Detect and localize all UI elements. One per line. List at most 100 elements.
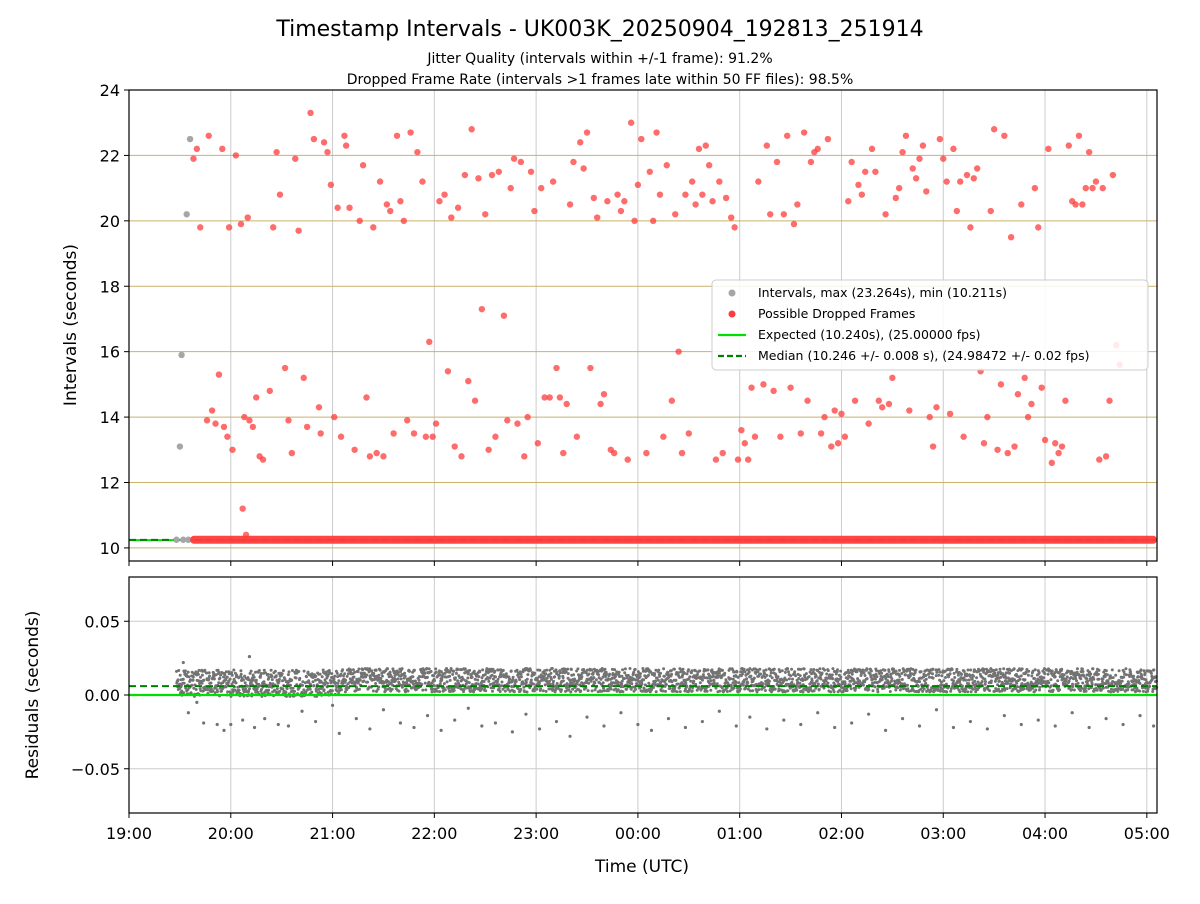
residual-point [1007, 667, 1011, 671]
dropped-frame-point [800, 129, 808, 136]
residual-point [944, 676, 947, 679]
residual-point [669, 669, 673, 673]
residual-point [1072, 688, 1076, 692]
dropped-frame-point [987, 207, 994, 215]
residual-point [553, 675, 557, 679]
residual-point [1095, 688, 1099, 692]
dropped-frame-point [688, 178, 696, 185]
residual-point [744, 686, 748, 690]
residual-point [997, 687, 1000, 691]
dropped-frame-point [970, 175, 977, 182]
residual-point [656, 678, 660, 682]
residual-point [349, 668, 353, 672]
residual-point [182, 681, 186, 685]
residual-point [1046, 672, 1050, 676]
dropped-frame-point [232, 152, 240, 159]
residual-point [468, 668, 472, 672]
dropped-frame-point [794, 201, 801, 208]
residual-point [369, 674, 373, 678]
dropped-frame-point [390, 430, 397, 437]
intervals-plot-frame [128, 89, 1158, 562]
residual-point [677, 686, 681, 690]
dropped-frame-point [841, 433, 849, 440]
residual-point [230, 673, 234, 677]
dropped-frame-point [790, 220, 798, 228]
intervals-y-tick-label: 22 [100, 146, 120, 165]
residual-point [370, 669, 374, 673]
residual-point [1105, 673, 1109, 677]
dropped-frame-point [728, 214, 735, 221]
residual-point [1020, 667, 1024, 671]
dropped-frame-point [414, 148, 421, 156]
residual-point [424, 688, 428, 692]
residual-point [286, 682, 290, 685]
residual-point [510, 685, 514, 688]
residual-point [558, 671, 562, 675]
residual-point [1019, 674, 1023, 678]
residual-point [561, 676, 565, 680]
dropped-frame-point [292, 155, 299, 162]
residual-outlier-point [368, 727, 372, 731]
dropped-frame-point [878, 404, 886, 411]
residual-point [490, 673, 494, 677]
residual-point [1109, 690, 1113, 694]
residual-point [1090, 682, 1094, 686]
residual-point [613, 668, 617, 672]
residual-point [763, 675, 767, 679]
dropped-frame-point [546, 394, 553, 401]
residual-point [432, 684, 436, 687]
residual-point [1012, 667, 1016, 671]
intervals-y-tick-label: 18 [100, 277, 120, 296]
residual-point [893, 679, 897, 683]
residual-point [829, 690, 833, 694]
residual-point [653, 672, 657, 676]
residual-point [267, 676, 271, 679]
residual-point [608, 672, 612, 676]
dropped-frame-point [507, 184, 514, 192]
time-x-tick-label: 00:00 [615, 824, 661, 843]
residual-point [190, 683, 194, 687]
residual-point [247, 689, 251, 693]
residual-point [352, 675, 356, 679]
residual-point [600, 689, 604, 693]
residual-point [908, 669, 912, 673]
dropped-frame-point [638, 135, 645, 143]
residual-point [290, 678, 294, 682]
residual-point [709, 688, 713, 692]
residual-point [1036, 679, 1040, 683]
residual-point [765, 673, 769, 677]
residual-point [1071, 682, 1074, 686]
dropped-frame-point [760, 381, 767, 388]
residual-point [717, 671, 721, 675]
residual-point [894, 669, 898, 673]
residual-point [244, 687, 248, 691]
residual-point [614, 687, 618, 691]
residual-point [772, 667, 776, 671]
residual-point [302, 688, 306, 692]
residual-point [485, 668, 489, 672]
residual-point [850, 672, 854, 676]
dropped-frame-point [249, 423, 257, 431]
residual-point [965, 674, 969, 678]
dropped-frame-point [560, 449, 567, 457]
residual-point [1127, 685, 1131, 689]
residual-point [749, 674, 753, 678]
residual-point [834, 672, 838, 676]
residual-point [1053, 675, 1057, 679]
residual-point [461, 677, 465, 681]
residual-point [1141, 689, 1145, 693]
residual-point [1122, 675, 1126, 679]
residual-point [1034, 681, 1038, 685]
residual-point [731, 677, 735, 681]
residual-point [533, 671, 537, 675]
dropped-frame-point [327, 181, 335, 189]
residual-point [590, 668, 594, 672]
residual-point [958, 680, 962, 684]
dropped-frame-point [909, 165, 916, 172]
residual-point [622, 677, 626, 680]
residual-point [617, 670, 621, 674]
residual-point [735, 670, 739, 674]
residual-point [1026, 673, 1030, 677]
residual-point [826, 681, 830, 685]
residual-point [994, 668, 998, 672]
